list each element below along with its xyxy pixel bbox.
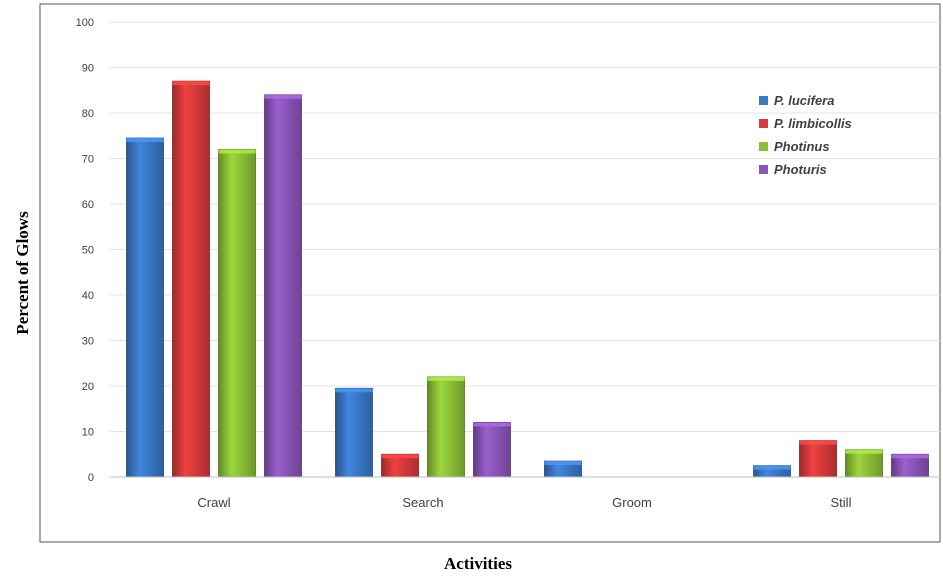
bar-top xyxy=(172,81,210,86)
legend-label: Photinus xyxy=(774,139,830,154)
y-tick-label: 60 xyxy=(82,199,94,211)
bars xyxy=(126,80,929,478)
y-tick-label: 0 xyxy=(88,472,94,484)
bar xyxy=(799,440,837,478)
y-tick-label: 50 xyxy=(82,245,94,257)
bar xyxy=(172,80,210,478)
legend-label: Photuris xyxy=(774,162,827,177)
x-tick-label: Groom xyxy=(612,495,652,510)
bar-top xyxy=(264,94,302,99)
y-tick-label: 80 xyxy=(82,108,94,120)
y-tick-label: 40 xyxy=(82,290,94,302)
x-axis-title: Activities xyxy=(444,554,512,573)
bar-top xyxy=(845,449,883,454)
bar-top xyxy=(126,138,164,143)
legend: P. lucifera P. limbicollis Photinus Photuri… xyxy=(759,93,852,177)
legend-label: P. limbicollis xyxy=(774,116,852,131)
x-axis-categories: Crawl Search Groom Still xyxy=(197,495,851,510)
legend-swatch xyxy=(759,142,768,151)
x-tick-label: Still xyxy=(831,495,852,510)
bar-top xyxy=(891,454,929,459)
legend-swatch xyxy=(759,165,768,174)
bar xyxy=(126,137,164,478)
legend-label: P. lucifera xyxy=(774,93,834,108)
y-axis-ticks: 0 10 20 30 40 50 60 70 80 90 100 xyxy=(76,17,94,484)
x-tick-label: Search xyxy=(402,495,443,510)
y-tick-label: 30 xyxy=(82,336,94,348)
bar xyxy=(427,376,465,478)
y-tick-label: 100 xyxy=(76,17,94,29)
bar-top xyxy=(473,422,511,427)
y-tick-label: 20 xyxy=(82,381,94,393)
bar-top xyxy=(544,461,582,466)
legend-swatch xyxy=(759,119,768,128)
bar xyxy=(264,94,302,478)
bar-top xyxy=(753,465,791,470)
bar xyxy=(845,449,883,478)
bar xyxy=(473,421,511,478)
x-tick-label: Crawl xyxy=(197,495,230,510)
y-tick-label: 10 xyxy=(82,427,94,439)
bar xyxy=(335,387,373,478)
legend-swatch xyxy=(759,96,768,105)
bar-top xyxy=(335,388,373,393)
y-tick-label: 70 xyxy=(82,154,94,166)
bar-top xyxy=(381,454,419,459)
y-tick-label: 90 xyxy=(82,63,94,75)
bar-top xyxy=(427,376,465,381)
bar-top xyxy=(218,149,256,154)
bar xyxy=(218,148,256,478)
bar-top xyxy=(799,440,837,445)
y-axis-title: Percent of Glows xyxy=(13,211,32,335)
